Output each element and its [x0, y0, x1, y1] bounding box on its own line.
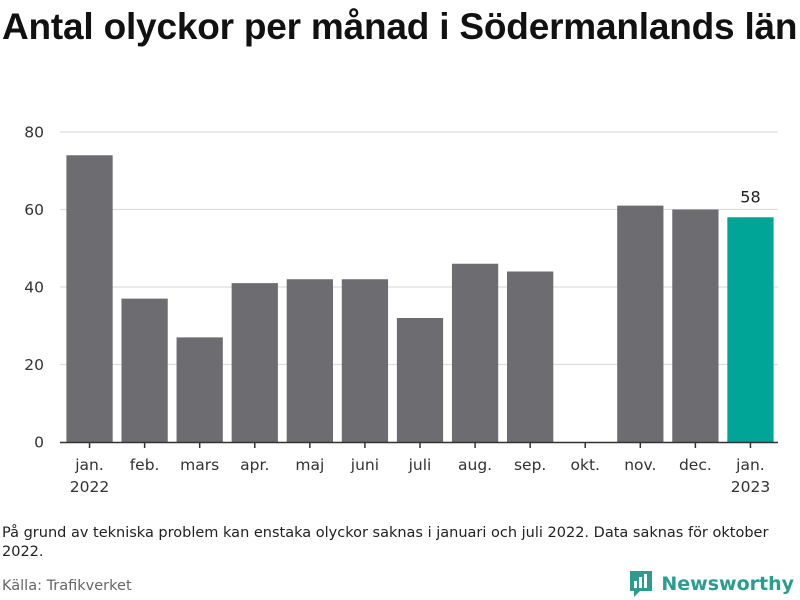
bar — [727, 217, 774, 442]
x-tick-label: jan. — [74, 456, 104, 474]
data-label: 58 — [740, 187, 760, 206]
x-tick-label: juli — [408, 456, 432, 474]
bar-chart: 0 20 40 60 80 jan. 2022 feb. mars apr. maj juni jul… — [24, 124, 778, 496]
x-tick-label: nov. — [624, 456, 656, 474]
x-tick-label: sep. — [514, 456, 546, 474]
bar — [507, 271, 554, 442]
newsworthy-logo-icon — [630, 571, 653, 597]
x-tick-label: apr. — [240, 456, 269, 474]
bar — [451, 263, 499, 442]
x-tick-label: jan. — [735, 456, 765, 474]
bar — [121, 298, 168, 442]
data-labels: 58 — [740, 187, 760, 206]
x-tick-label: maj — [295, 456, 324, 474]
y-tick-label: 60 — [24, 201, 44, 219]
bar — [672, 209, 719, 442]
y-tick-label: 40 — [24, 279, 44, 297]
bars — [66, 155, 774, 442]
bar — [617, 205, 664, 442]
x-tick-label: 2022 — [70, 478, 109, 496]
x-tick-label: okt. — [570, 456, 599, 474]
bar — [396, 318, 444, 442]
footnote: På grund av tekniska problem kan enstaka… — [2, 525, 769, 560]
bar — [341, 279, 389, 442]
y-tick-label: 80 — [24, 124, 44, 142]
x-tick-label: feb. — [130, 456, 160, 474]
bar — [286, 279, 333, 442]
bar — [66, 155, 113, 442]
brand-name: Newsworthy — [661, 573, 794, 595]
y-tick-label: 0 — [34, 434, 44, 452]
x-tick-label: dec. — [679, 456, 712, 474]
brand-logo[interactable]: Newsworthy — [628, 569, 794, 599]
source-text: Källa: Trafikverket — [2, 578, 132, 594]
x-tick-label: mars — [180, 456, 219, 474]
x-tick-label: aug. — [458, 456, 492, 474]
x-axis: jan. 2022 feb. mars apr. maj juni juli aug. sep. o… — [60, 441, 778, 496]
x-tick-label: 2023 — [731, 478, 770, 496]
chart-title: Antal olyckor per månad i Södermanlands … — [2, 6, 798, 47]
y-axis-ticks: 0 20 40 60 80 — [24, 124, 44, 452]
bar — [231, 283, 278, 442]
y-tick-label: 20 — [24, 356, 44, 374]
x-tick-label: juni — [350, 456, 379, 474]
bar — [176, 337, 223, 442]
